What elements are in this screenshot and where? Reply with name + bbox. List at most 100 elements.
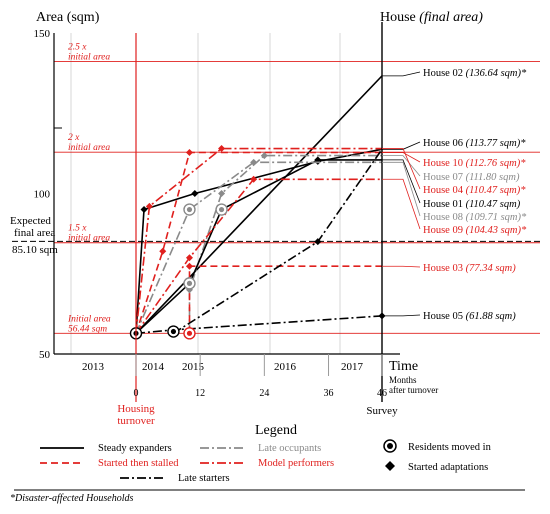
x-tick-label: 0 <box>134 388 139 399</box>
house-label: House 01 (110.47 sqm) <box>423 199 521 210</box>
right-title-em: (final area) <box>419 10 483 25</box>
house-value: (109.71 sqm)* <box>466 212 527 223</box>
house-value: (104.43 sqm)* <box>466 225 527 236</box>
time-label: Time <box>389 359 418 374</box>
reference-label: 56.44 sqm <box>68 324 107 334</box>
adaptation-marker <box>218 190 226 197</box>
series-line <box>135 75 383 334</box>
adaptation-marker <box>191 190 199 197</box>
expected-value: 85.10 sqm <box>12 244 58 256</box>
house-label: House 08 (109.71 sqm)* <box>423 212 527 223</box>
adaptation-marker <box>185 262 193 270</box>
reference-label: initial area <box>68 143 110 153</box>
leader-line <box>382 265 421 268</box>
survey-label: Survey <box>366 405 398 417</box>
house-value: (110.47 sqm) <box>466 199 521 210</box>
legend-label: Steady expanders <box>98 443 172 454</box>
series-line <box>135 159 382 334</box>
expected-label: final area <box>14 227 55 239</box>
leader-line <box>382 148 421 190</box>
grid <box>70 33 341 354</box>
legend-label: Model performers <box>258 458 334 469</box>
year-label: 2013 <box>82 361 105 373</box>
leader-line <box>382 178 421 230</box>
reference-label: Initial area <box>67 314 111 324</box>
moved-in-marker-dot <box>186 280 193 286</box>
year-label: 2016 <box>274 361 297 373</box>
house-label: House 04 (110.47 sqm)* <box>423 185 526 196</box>
axes: 50 100 150 Area (sqm) House (final area) 2013… <box>34 10 484 427</box>
expected-label: Expected <box>10 215 51 227</box>
adaptation-marker <box>314 238 322 246</box>
house-label: House 05 (61.88 sqm) <box>423 311 516 322</box>
y-tick-label: 50 <box>39 349 51 361</box>
reference-label: 2 x <box>68 133 80 143</box>
series-layer <box>129 75 386 340</box>
series-line <box>135 147 382 334</box>
house-label: House 06 (113.77 sqm)* <box>423 138 526 149</box>
adaptation-marker <box>185 254 193 262</box>
y-tick-label: 150 <box>34 28 51 40</box>
house-value: (112.76 sqm)* <box>466 158 527 169</box>
legend-ring-dot <box>387 443 393 449</box>
adaptation-marker <box>218 145 226 153</box>
legend-label: Started adaptations <box>408 462 488 473</box>
right-title: House (final area) <box>380 10 483 25</box>
adaptation-marker <box>140 206 148 214</box>
house-label: House 10 (112.76 sqm)* <box>423 158 526 169</box>
adaptation-marker <box>185 149 193 157</box>
months-label: Months <box>389 375 417 385</box>
house-value: (61.88 sqm) <box>466 311 517 322</box>
x-tick-label: 24 <box>259 388 269 399</box>
leader-line <box>382 152 421 163</box>
series-line <box>135 151 382 334</box>
reference-label: initial area <box>68 53 110 63</box>
y-tick-label: 100 <box>34 189 51 201</box>
moved-in-marker-dot <box>218 206 225 213</box>
year-label: 2014 <box>142 361 165 373</box>
legend-label: Late starters <box>178 473 230 484</box>
house-label: House 02 (136.64 sqm)* <box>423 68 527 79</box>
leader-line <box>382 161 421 217</box>
footnote: *Disaster-affected Households <box>10 493 134 504</box>
house-value: (136.64 sqm)* <box>466 68 527 79</box>
adaptation-marker <box>145 202 153 210</box>
legend-diamond <box>385 461 395 471</box>
adaptation-marker <box>159 247 167 255</box>
months-label: after turnover <box>389 385 438 395</box>
legend-label: Residents moved in <box>408 442 492 453</box>
x-tick-label: 36 <box>324 388 334 399</box>
house-value: (111.80 sqm) <box>466 172 520 183</box>
series-line <box>135 161 382 334</box>
legend-label: Late occupants <box>258 443 321 454</box>
moved-in-marker-dot <box>186 206 193 213</box>
house-value: (110.47 sqm)* <box>466 185 527 196</box>
moved-in-marker-dot <box>186 330 193 336</box>
reference-label: 1.5 x <box>68 224 87 234</box>
adaptation-marker <box>250 158 258 166</box>
reference-label: 2.5 x <box>68 43 87 53</box>
house-label: House 07 (111.80 sqm) <box>423 172 520 183</box>
leader-line <box>382 314 421 317</box>
x-tick-label: 46 <box>377 388 387 399</box>
series-line <box>188 265 382 334</box>
y-axis-title: Area (sqm) <box>36 10 100 25</box>
adaptation-marker <box>260 152 268 160</box>
house-value: (113.77 sqm)* <box>466 138 527 149</box>
leader-line <box>382 155 421 177</box>
leader-line <box>382 159 421 204</box>
year-label: 2015 <box>182 361 205 373</box>
moved-in-marker-dot <box>170 328 177 335</box>
legend-title: Legend <box>255 423 297 438</box>
series-line <box>188 154 382 334</box>
turnover-label: Housing <box>117 403 155 415</box>
year-label: 2017 <box>341 361 364 373</box>
x-tick-label: 12 <box>195 388 205 399</box>
adaptation-marker <box>250 175 258 183</box>
legend: Legend Steady expanders Late occupants Star… <box>10 423 525 504</box>
house-label: House 03 (77.34 sqm) <box>423 263 516 274</box>
series-line <box>135 178 382 334</box>
legend-label: Started then stalled <box>98 458 179 469</box>
